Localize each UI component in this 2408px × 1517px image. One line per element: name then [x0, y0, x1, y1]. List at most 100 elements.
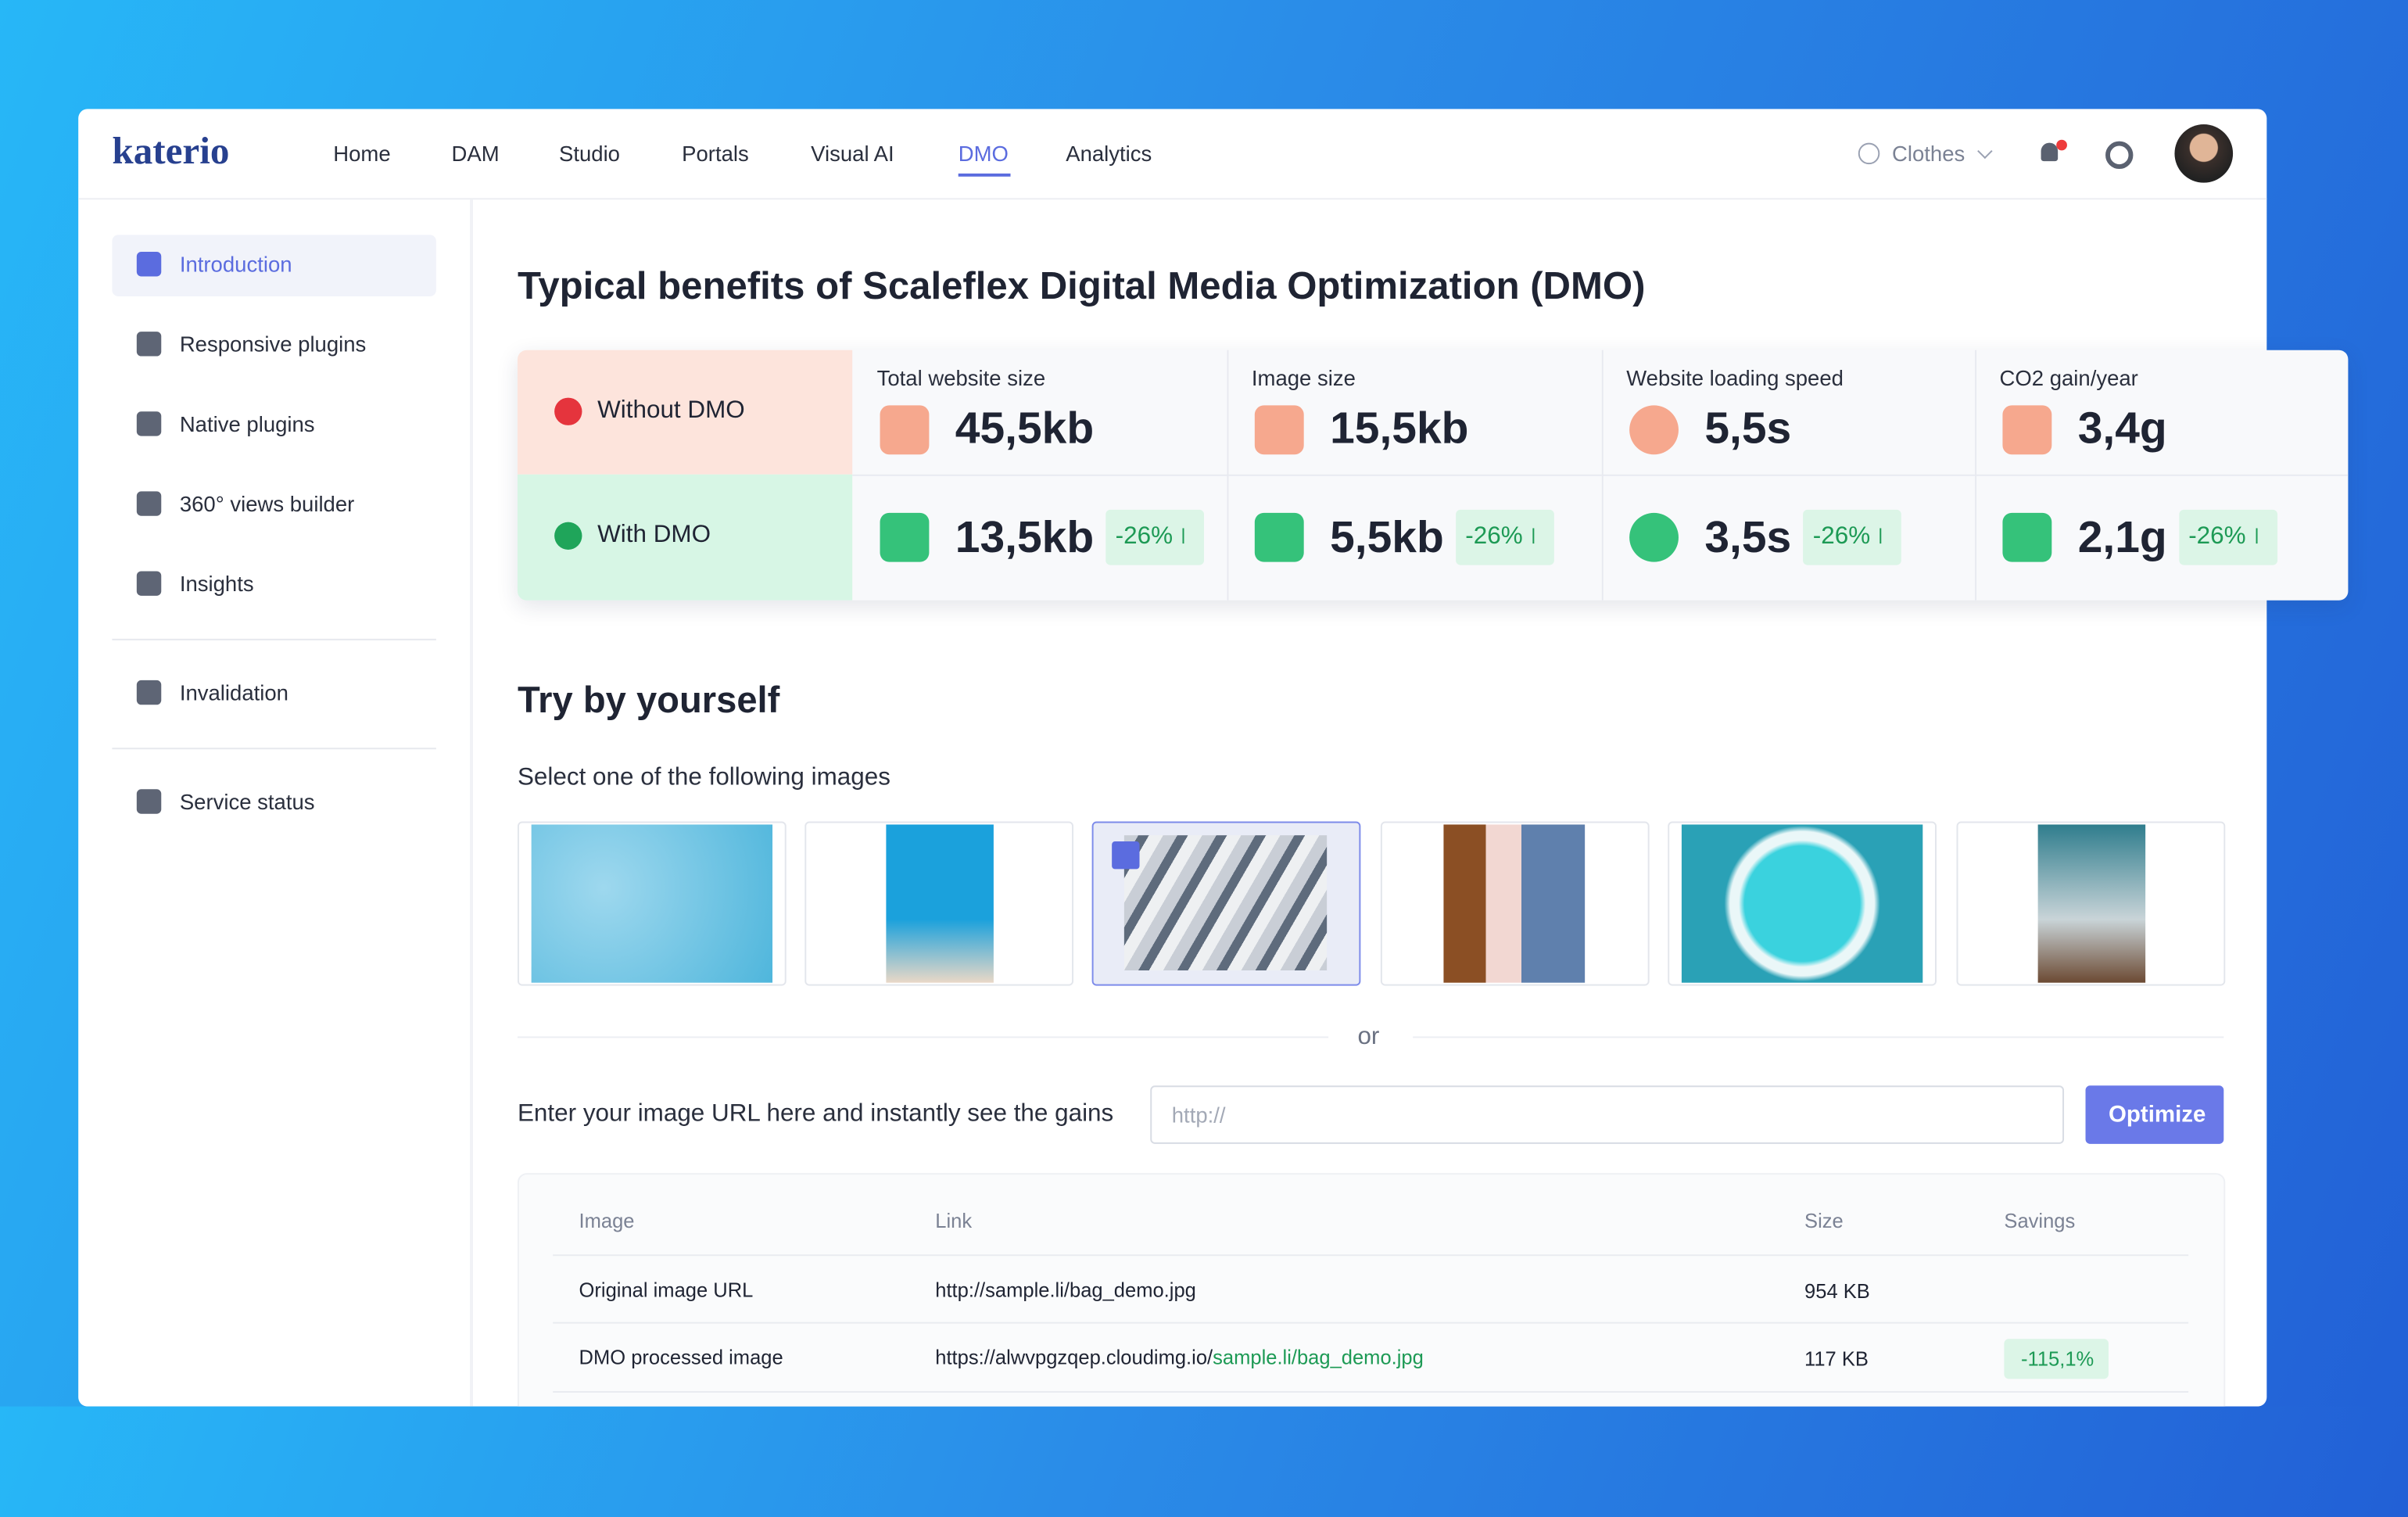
table-header: Savings: [2004, 1209, 2076, 1232]
gain-badge: -26%: [1803, 509, 1902, 565]
thumbnail: [2037, 824, 2146, 983]
metric-value: 15,5kb: [1330, 404, 1469, 454]
sidebar-icon: [136, 411, 162, 436]
savings-value: -115,1%: [2021, 1347, 2094, 1371]
sidebar-item[interactable]: 360° views builder: [179, 491, 355, 516]
metric-icon: [880, 512, 930, 562]
sidebar-icon: [136, 680, 162, 705]
sidebar-item[interactable]: Invalidation: [179, 680, 288, 705]
image-option[interactable]: [804, 821, 1074, 986]
section-subtitle: Select one of the following images: [517, 764, 890, 791]
sidebar-icon: [136, 491, 162, 516]
metric-icon: [1629, 405, 1679, 455]
or-label: or: [1357, 1024, 1380, 1051]
url-input[interactable]: http://: [1150, 1085, 2065, 1144]
metric-value: 5,5kb: [1330, 513, 1444, 563]
sidebar-item[interactable]: Insights: [179, 571, 254, 596]
row-line: [553, 1322, 2189, 1324]
sidebar-separator: [112, 638, 436, 640]
nav-active-underline: [958, 173, 1011, 177]
metric-icon: [1254, 405, 1304, 455]
metric-name: Image size: [1251, 365, 1356, 390]
gain-badge: -26%: [2179, 509, 2278, 565]
down-arrow: [1532, 528, 1535, 544]
sidebar-item[interactable]: Service status: [179, 789, 315, 814]
metric-value: 3,4g: [2077, 404, 2167, 454]
settings-icon[interactable]: [2105, 141, 2134, 169]
thumbnail: [1123, 835, 1328, 970]
sidebar-divider: [470, 199, 474, 1407]
bell-icon[interactable]: [2041, 142, 2059, 162]
button-label: Optimize: [2108, 1101, 2206, 1128]
sidebar-icon: [136, 332, 162, 357]
metric-name: CO2 gain/year: [1999, 365, 2138, 390]
cell: Original image URL: [579, 1278, 754, 1302]
sidebar-icon: [136, 571, 162, 596]
thumbnail: [531, 824, 773, 983]
nav-item[interactable]: Visual AI: [811, 141, 894, 167]
gain-value: -26%: [1115, 523, 1174, 550]
checkbox: [1112, 841, 1140, 870]
section-title: Try by yourself: [517, 680, 780, 722]
image-option[interactable]: [1380, 821, 1650, 986]
status-icon-good: [554, 522, 582, 550]
image-option[interactable]: [1956, 821, 2226, 986]
gain-badge: -26%: [1105, 509, 1205, 565]
table-header: Link: [935, 1209, 973, 1232]
thumbnail: [886, 824, 994, 983]
savings-badge: -115,1%: [2004, 1339, 2109, 1379]
sidebar-item[interactable]: Introduction: [179, 252, 292, 277]
cell: https://alwvpgzqep.cloudimg.io/: [935, 1346, 1213, 1369]
nav-item[interactable]: DAM: [451, 141, 500, 167]
url-label: Enter your image URL here and instantly …: [517, 1100, 1114, 1128]
gain-badge: -26%: [1456, 509, 1555, 565]
image-option[interactable]: [1091, 821, 1361, 986]
row-label: Without DMO: [597, 397, 745, 424]
sidebar-item[interactable]: Native plugins: [179, 411, 315, 436]
section-title: Typical benefits of Scaleflex Digital Me…: [517, 264, 1646, 308]
avatar[interactable]: [2174, 124, 2234, 183]
nav-item[interactable]: Analytics: [1066, 141, 1152, 167]
nav-item[interactable]: DMO: [958, 141, 1009, 167]
cell-link[interactable]: sample.li/bag_demo.jpg: [1213, 1346, 1424, 1369]
sidebar-icon: [136, 252, 162, 277]
cell: DMO processed image: [579, 1346, 783, 1369]
sidebar-active-bg: [112, 235, 436, 296]
sidebar-item[interactable]: Responsive plugins: [179, 332, 367, 357]
gain-value: -26%: [2188, 523, 2246, 550]
row-line: [553, 1254, 2189, 1257]
metric-value: 5,5s: [1704, 404, 1792, 454]
metric-value: 13,5kb: [955, 513, 1095, 563]
metric-value: 2,1g: [2077, 513, 2167, 563]
metric-name: Total website size: [876, 365, 1046, 390]
optimize-button[interactable]: Optimize: [2085, 1085, 2224, 1144]
table-header: Size: [1804, 1209, 1844, 1232]
nav-item[interactable]: Studio: [559, 141, 620, 167]
header-divider: [78, 198, 2267, 200]
nav-item[interactable]: Portals: [682, 141, 749, 167]
gain-value: -26%: [1465, 523, 1523, 550]
cell: 117 KB: [1804, 1347, 1869, 1371]
image-option[interactable]: [517, 821, 787, 986]
column-divider: [1975, 350, 1977, 601]
metric-icon: [1629, 512, 1679, 562]
image-option[interactable]: [1668, 821, 1937, 986]
metric-value: 45,5kb: [955, 404, 1095, 454]
thumbnail: [1443, 824, 1586, 983]
thumbnail: [1681, 824, 1923, 983]
info-icon: [1858, 142, 1880, 165]
table-header: Image: [579, 1209, 635, 1232]
nav-item[interactable]: Home: [333, 141, 391, 167]
notification-dot: [2056, 139, 2067, 151]
metric-name: Website loading speed: [1626, 365, 1844, 390]
window-clip: [0, 1406, 2408, 1517]
cell: 954 KB: [1804, 1279, 1870, 1304]
divider-line: [1413, 1036, 2224, 1038]
down-arrow: [1183, 528, 1185, 544]
workspace-selector[interactable]: Clothes: [1892, 141, 1965, 167]
down-arrow: [2256, 528, 2258, 544]
logo[interactable]: katerio: [112, 131, 230, 173]
column-divider: [1601, 350, 1604, 601]
row-line: [553, 1391, 2189, 1393]
